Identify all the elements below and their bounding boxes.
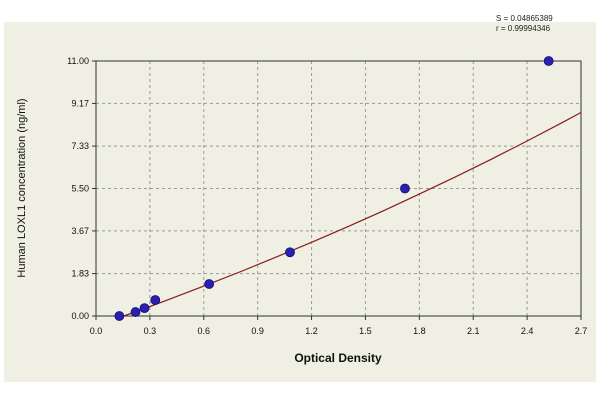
- x-tick-label: 0.3: [144, 326, 157, 336]
- y-tick-label: 5.50: [71, 184, 89, 194]
- fit-stat-s: S = 0.04865389: [496, 14, 553, 23]
- y-tick-label: 3.67: [71, 226, 89, 236]
- data-point: [204, 279, 215, 289]
- data-point: [285, 247, 295, 258]
- x-tick-label: 0.0: [90, 326, 103, 336]
- x-tick-label: 1.8: [413, 326, 426, 336]
- data-point: [130, 307, 141, 317]
- y-tick-label: 1.83: [71, 269, 89, 279]
- data-point: [114, 311, 125, 321]
- y-tick-label: 7.33: [71, 141, 89, 151]
- x-tick-label: 0.6: [198, 326, 211, 336]
- chart-svg: 0.0 0.3 0.6 0.9 1.2 1.5 1.8 2.1 2.4 2.7 0.00 1.83 3…: [16, 56, 588, 365]
- x-tick-labels: 0.0 0.3 0.6 0.9 1.2 1.5 1.8 2.1 2.4 2.7: [90, 316, 588, 336]
- x-tick-label: 2.7: [575, 326, 588, 336]
- data-point: [150, 295, 161, 305]
- data-point: [400, 183, 410, 194]
- fit-stat-r: r = 0.99994346: [496, 24, 551, 33]
- fit-curve-line: [121, 111, 581, 316]
- grid-layer: [96, 61, 581, 316]
- fit-curve-layer: [121, 111, 581, 316]
- chart-panel: 0.0 0.3 0.6 0.9 1.2 1.5 1.8 2.1 2.4 2.7 0.00 1.83 3…: [4, 22, 596, 382]
- x-tick-label: 2.1: [467, 326, 480, 336]
- fit-statistics: S = 0.04865389 r = 0.99994346: [496, 14, 596, 34]
- y-axis-label: Human LOXL1 concentration (ng/ml): [16, 98, 28, 277]
- x-tick-label: 0.9: [251, 326, 264, 336]
- x-tick-label: 2.4: [521, 326, 534, 336]
- y-tick-label: 0.00: [71, 311, 89, 321]
- data-point: [543, 56, 554, 66]
- y-tick-labels: 0.00 1.83 3.67 5.50 7.33 9.17 11.00: [67, 56, 96, 321]
- x-tick-label: 1.2: [305, 326, 318, 336]
- y-tick-label: 9.17: [71, 98, 89, 108]
- x-tick-label: 1.5: [359, 326, 372, 336]
- data-points-layer: [114, 56, 554, 321]
- data-point: [139, 303, 150, 314]
- y-tick-label: 11.00: [67, 56, 89, 66]
- x-axis-label: Optical Density: [294, 351, 382, 365]
